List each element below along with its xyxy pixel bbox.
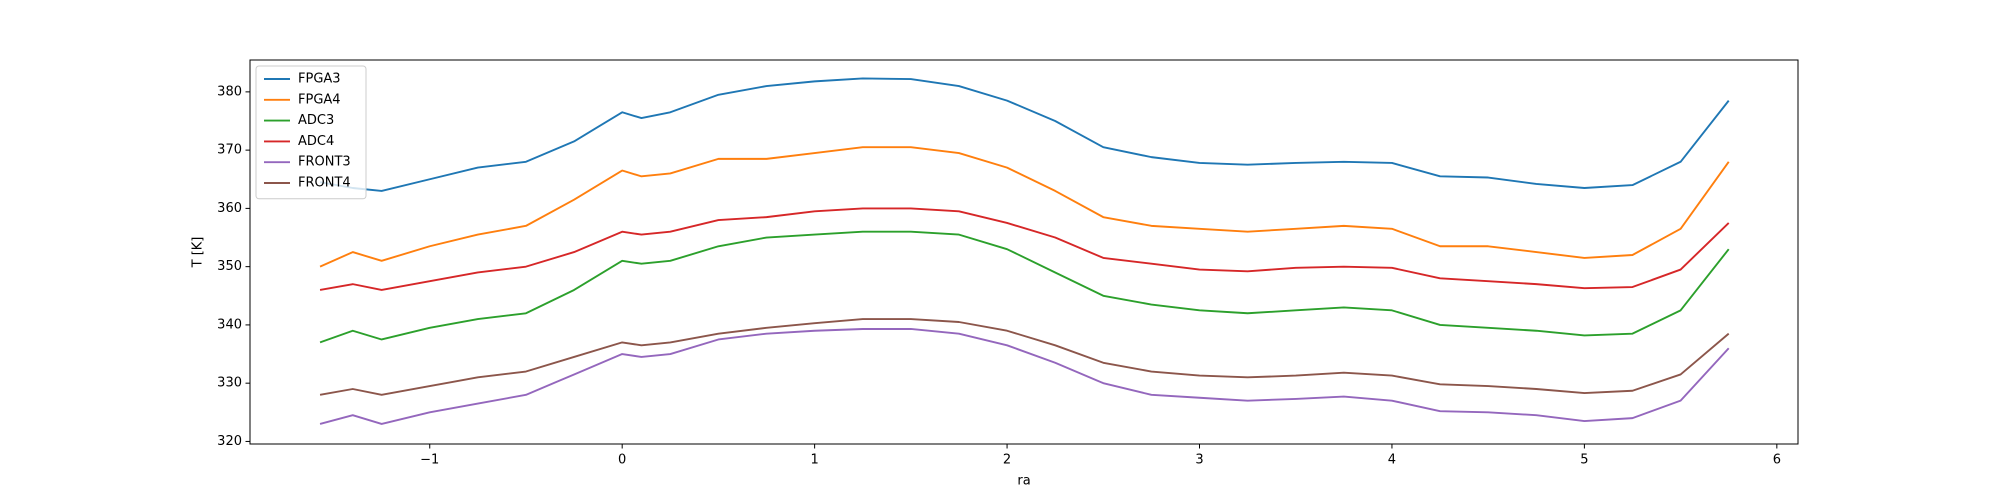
x-tick-label: 4 [1388,453,1396,468]
y-tick-label: 340 [217,317,242,332]
x-tick-label: 5 [1580,453,1588,468]
line-series [319,318,1730,396]
line-series [319,328,1730,425]
y-tick-label: 380 [217,84,242,99]
y-tick-label: 330 [217,376,242,391]
line-series [319,207,1730,291]
x-tick-label: 2 [1003,453,1011,468]
x-tick-label: −1 [420,453,439,468]
x-axis-label: ra [1017,474,1030,489]
legend-label: ADC3 [298,113,334,128]
legend-label: FRONT4 [298,176,351,191]
line-series [319,146,1730,268]
y-tick-label: 350 [217,259,242,274]
legend-label: FPGA4 [298,92,341,107]
legend-label: ADC4 [298,134,334,149]
x-tick-label: 0 [618,453,626,468]
y-axis-label: T [K] [191,237,206,269]
axes-frame [249,59,1799,445]
x-tick-label: 3 [1195,453,1203,468]
y-tick-label: 360 [217,201,242,216]
y-tick-label: 370 [217,143,242,158]
line-series [319,77,1730,192]
line-series [319,230,1730,344]
x-tick-label: 6 [1773,453,1781,468]
y-tick-label: 320 [217,434,242,449]
x-tick-label: 1 [810,453,818,468]
legend-label: FRONT3 [298,155,351,170]
plot-area [319,77,1730,425]
legend-label: FPGA3 [298,72,341,87]
